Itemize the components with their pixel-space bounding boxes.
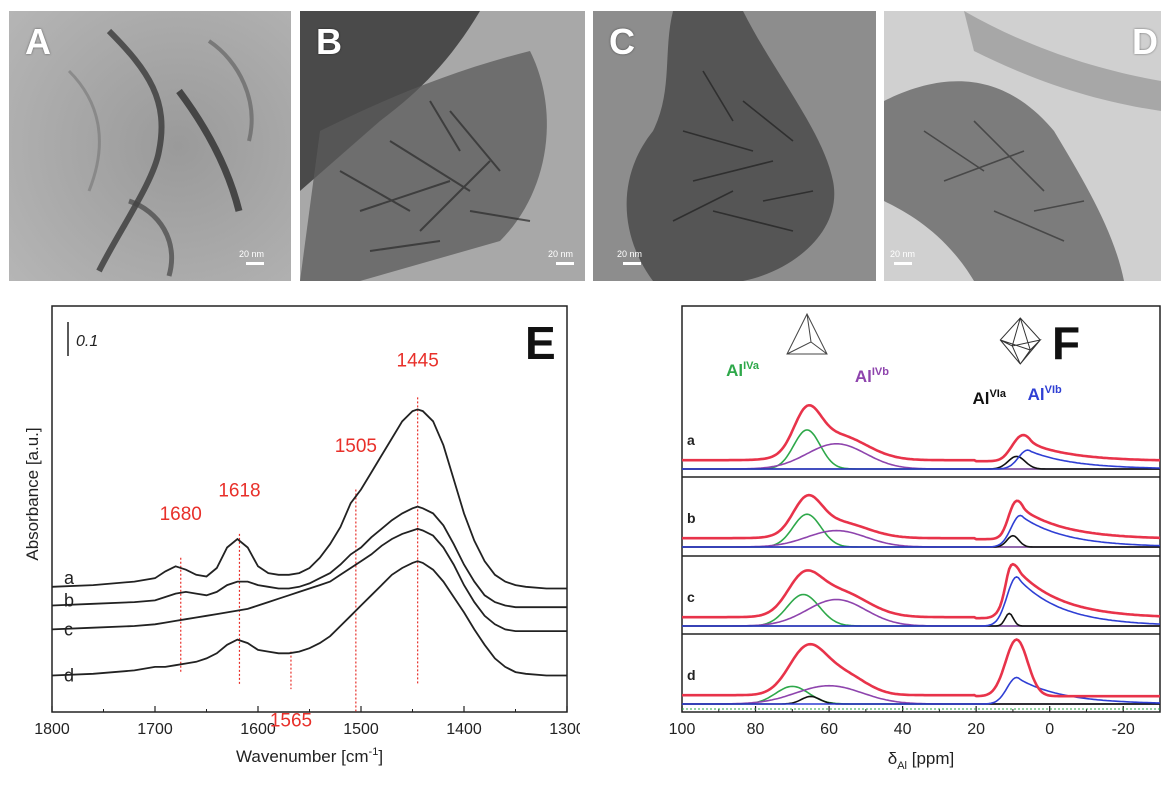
- x-tick-label: 1700: [137, 721, 173, 738]
- x-tick-label: 100: [669, 721, 696, 738]
- tem-panel-a: A 20 nm: [9, 11, 291, 281]
- scale-bar-c: [623, 262, 641, 265]
- annotation-label: 1445: [397, 351, 439, 372]
- subplot-label: a: [687, 432, 695, 448]
- series-line-c: [51, 527, 567, 632]
- panel-letter-c: C: [609, 21, 635, 62]
- tetrahedron-shape: [786, 312, 828, 355]
- total-spectrum-b: [682, 493, 1161, 541]
- series-line-d: [51, 560, 567, 677]
- curve-label: a: [64, 568, 75, 588]
- subplot-label: d: [687, 667, 696, 683]
- total-spectrum-a: [682, 403, 1160, 463]
- x-tick-label: 1600: [240, 721, 276, 738]
- tem-panel-b: B 20 nm: [300, 11, 585, 281]
- scale-bar-a: [246, 262, 264, 265]
- x-tick-label: 0: [1045, 721, 1054, 738]
- x-tick-label: 1300: [549, 721, 580, 738]
- x-tick-label: 20: [967, 721, 985, 738]
- scale-label-d: 20 nm: [890, 249, 916, 259]
- chart-e: 1800 1700 1600 1500 1400 1300 Wavenumber [cm-1…: [23, 305, 580, 766]
- x-tick-label: 80: [747, 721, 765, 738]
- total-spectrum-d: [682, 638, 1160, 698]
- panel-letter-f: F: [1052, 317, 1080, 369]
- subplot-label: b: [687, 510, 696, 526]
- scale-bar-b: [556, 262, 574, 265]
- legend-label: AlVIa: [972, 388, 1006, 408]
- series-line-a: [51, 408, 567, 590]
- legend-label: AlIVb: [855, 366, 889, 386]
- x-tick-label: 1400: [446, 721, 482, 738]
- annotation-label: 1565: [270, 711, 312, 732]
- x-tick-label: 1500: [343, 721, 379, 738]
- tetrahedron-icon: [786, 312, 828, 355]
- scale-label-a: 20 nm: [239, 249, 265, 259]
- scale-label-b: 20 nm: [548, 249, 574, 259]
- component-AlVIa-a: [682, 455, 1160, 470]
- y-axis-label: Absorbance [a.u.]: [23, 427, 42, 560]
- component-AlVIb-a: [682, 449, 1161, 470]
- octahedron-shape: [999, 317, 1042, 365]
- scale-label-c: 20 nm: [617, 249, 643, 259]
- component-AlVIb-b: [682, 514, 1161, 548]
- x-tick-label: -20: [1112, 721, 1135, 738]
- tem-panel-d: D 20 nm: [884, 11, 1161, 281]
- subplot-label: c: [687, 589, 695, 605]
- x-axis-label: Wavenumber [cm-1]: [236, 746, 383, 766]
- component-AlIVa-b: [682, 513, 1160, 548]
- curve-label: d: [64, 665, 74, 685]
- total-spectrum-c: [682, 562, 1161, 620]
- annotation-label: 1618: [218, 480, 260, 501]
- annotation-label: 1680: [160, 504, 202, 525]
- component-AlIVa-c: [682, 593, 1160, 627]
- x-axis-label: δAl [ppm]: [888, 749, 955, 772]
- legend-label: AlVIb: [1028, 384, 1062, 404]
- legend-label: AlIVa: [726, 360, 760, 380]
- component-AlVIb-d: [682, 676, 1161, 705]
- panel-letter-d: D: [1132, 21, 1158, 62]
- chart-f: 100 80 60 40 20 0 -20 δAl [ppm] F AlIVa AlIVb AlVIa…: [669, 305, 1161, 772]
- curve-label: c: [64, 619, 73, 639]
- component-AlIVa-a: [682, 429, 1160, 470]
- panel-letter-e: E: [525, 317, 556, 369]
- curve-label: b: [64, 590, 74, 610]
- series-line-b: [51, 505, 567, 609]
- scale-bar-d: [894, 262, 912, 265]
- scale-label: 0.1: [76, 333, 98, 350]
- x-tick-label: 40: [894, 721, 912, 738]
- annotation-label: 1505: [335, 436, 377, 457]
- component-AlVIb-c: [682, 576, 1161, 627]
- x-tick-label: 60: [820, 721, 838, 738]
- octahedron-icon: [999, 317, 1042, 365]
- x-tick-label: 1800: [34, 721, 70, 738]
- panel-letter-a: A: [25, 21, 51, 62]
- panel-letter-b: B: [316, 21, 342, 62]
- tem-panel-c: C 20 nm: [593, 11, 876, 281]
- plot-frame: [681, 305, 1161, 713]
- component-AlIVb-c: [682, 598, 1160, 627]
